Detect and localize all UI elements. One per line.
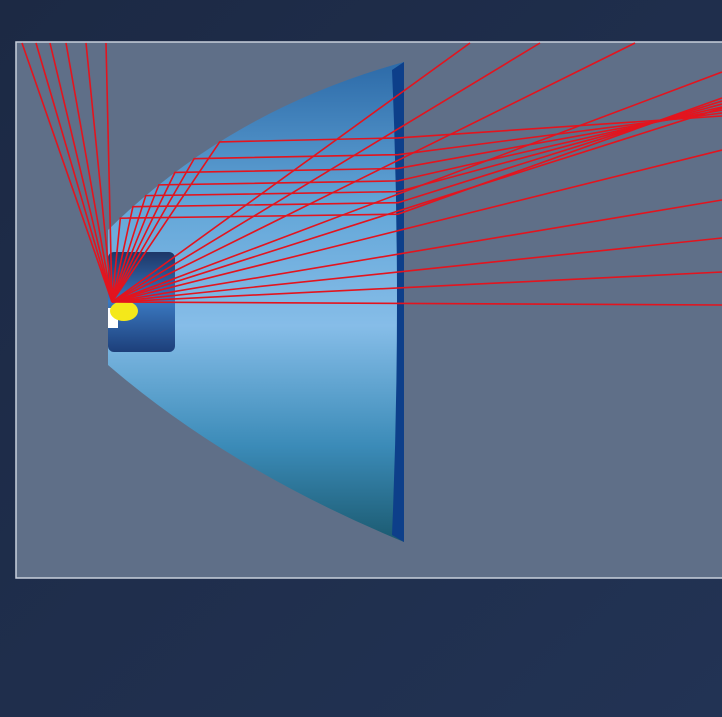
- ray: [111, 271, 722, 303]
- ray: [111, 97, 722, 303]
- ray: [105, 42, 113, 303]
- ray: [111, 42, 636, 303]
- ray: [111, 149, 722, 303]
- ray: [21, 42, 113, 303]
- ray: [111, 237, 722, 303]
- ray: [65, 42, 113, 303]
- ray: [111, 112, 722, 303]
- ray: [111, 42, 471, 303]
- ray: [111, 115, 722, 303]
- ray: [111, 100, 722, 303]
- ray: [49, 42, 113, 303]
- ray: [111, 42, 541, 303]
- rays: [21, 42, 722, 306]
- led: [110, 301, 138, 321]
- ray: [111, 301, 722, 306]
- ray: [35, 42, 113, 303]
- ray: [111, 107, 722, 303]
- ray: [111, 109, 722, 303]
- ray: [85, 42, 113, 303]
- ray: [111, 199, 722, 303]
- ray: [111, 106, 722, 303]
- led-base: [108, 308, 118, 328]
- lens-face: [392, 62, 404, 542]
- ray: [111, 103, 722, 303]
